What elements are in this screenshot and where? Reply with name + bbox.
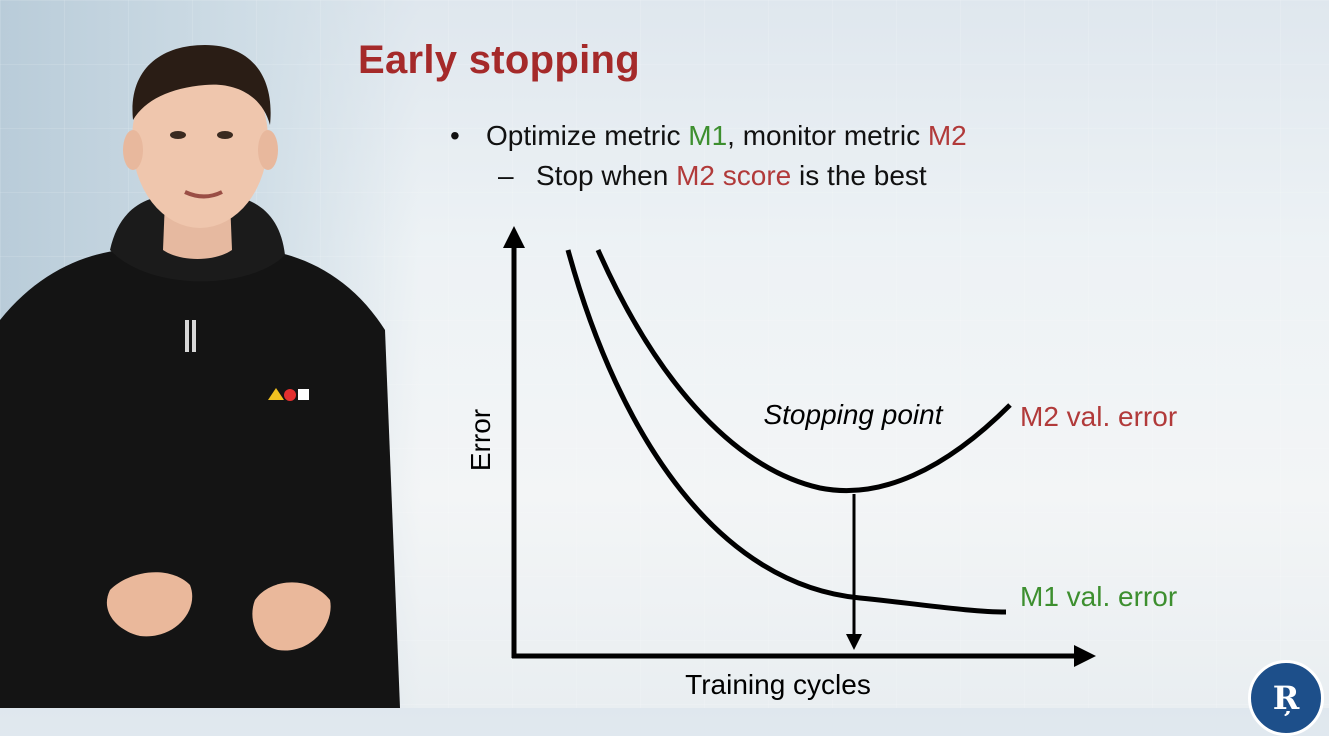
y-axis-arrow-icon — [503, 226, 525, 248]
m2-curve — [595, 248, 1012, 494]
bullet2-prefix: Stop when — [536, 160, 677, 191]
bullet1-m2: M2 — [927, 120, 967, 151]
m1-curve — [565, 249, 1007, 615]
bullet2-suffix: is the best — [791, 160, 927, 191]
bullet-dot-icon: • — [450, 120, 460, 151]
m2-curve-label: M2 val. error — [1020, 401, 1177, 432]
x-axis-label: Training cycles — [685, 669, 871, 700]
bullet1-m1: M1 — [688, 120, 728, 151]
stopping-point-label: Stopping point — [763, 399, 943, 430]
university-logo-icon: Ŗ — [1248, 660, 1324, 736]
bullet2-highlight: M2 score — [676, 160, 792, 191]
early-stopping-diagram: Error Training cycles Stopping point M2 … — [465, 226, 1177, 700]
dash-icon: – — [498, 160, 514, 191]
bullet-subitem-stop: – Stop when M2 score is the best — [498, 160, 927, 192]
bullet1-prefix: Optimize metric — [486, 120, 689, 151]
presenter-figure — [0, 45, 400, 708]
y-axis-label: Error — [465, 409, 496, 471]
x-axis-arrow-icon — [1074, 645, 1096, 667]
m1-curve-label: M1 val. error — [1020, 581, 1177, 612]
stopping-point-arrow-icon — [846, 634, 862, 650]
slide-title: Early stopping — [358, 38, 641, 82]
bullet1-mid: , monitor metric — [727, 120, 928, 151]
bullet-item-optimize: • Optimize metric M1, monitor metric M2 — [450, 120, 967, 152]
